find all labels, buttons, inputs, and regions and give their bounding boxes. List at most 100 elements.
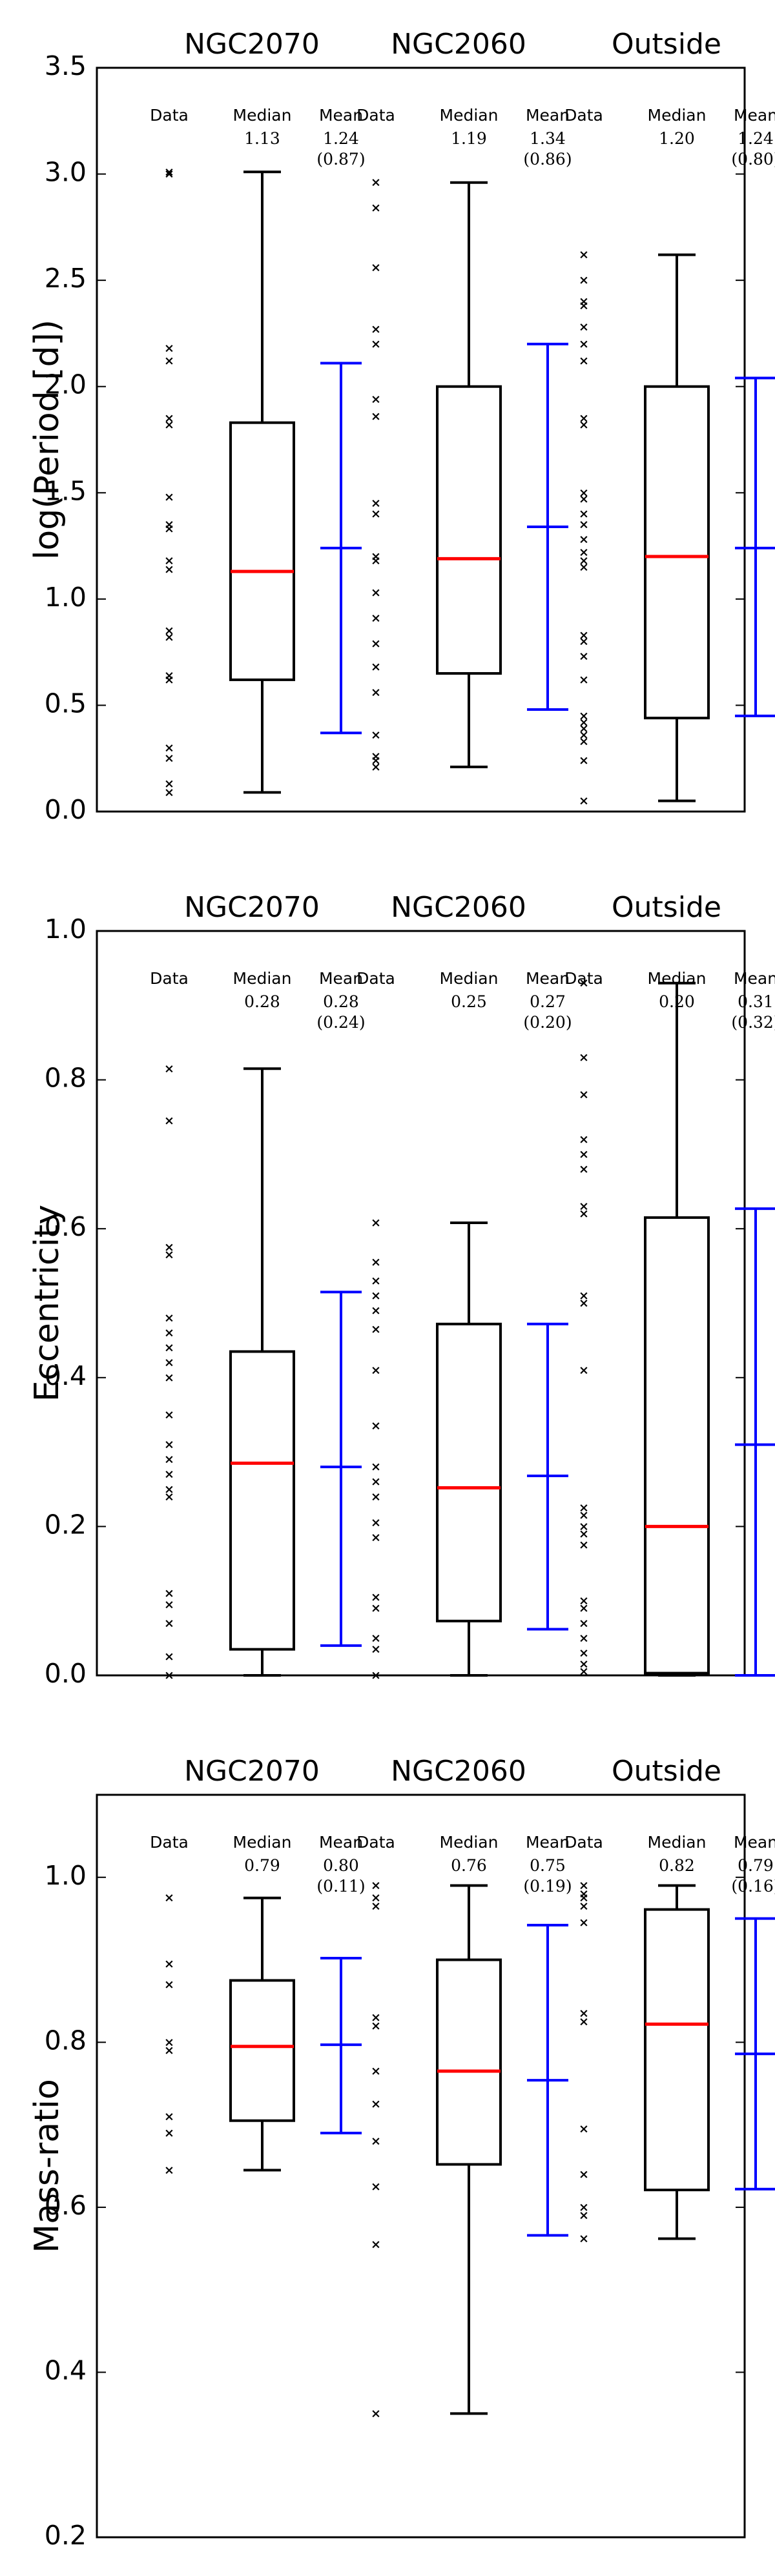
data-point-marker: × bbox=[371, 2237, 381, 2251]
data-point-marker: × bbox=[579, 1200, 589, 1214]
column-header-mean: Mean bbox=[734, 1833, 775, 1852]
data-point-marker: × bbox=[579, 492, 589, 506]
data-point-marker: × bbox=[579, 337, 589, 351]
std-dev-label: (0.20) bbox=[523, 1013, 572, 1032]
data-point-marker: × bbox=[579, 1664, 589, 1679]
data-point-marker: × bbox=[371, 760, 381, 774]
data-point-marker: × bbox=[164, 1957, 174, 1971]
group-outside: OutsideDataMedianMean1.201.24(0.80)×××××… bbox=[564, 28, 775, 808]
std-dev-label: (0.80) bbox=[731, 150, 775, 169]
group-outside: OutsideDataMedianMean0.820.79(0.16)×××××… bbox=[564, 1755, 775, 2245]
data-point-marker: × bbox=[371, 409, 381, 424]
data-point-marker: × bbox=[164, 777, 174, 791]
column-header-data: Data bbox=[564, 969, 603, 988]
data-point-marker: × bbox=[164, 1248, 174, 1262]
mean-value-label: 1.24 bbox=[323, 129, 359, 148]
column-header-median: Median bbox=[648, 1833, 707, 1852]
data-point-marker: × bbox=[371, 1631, 381, 1645]
data-point-marker: × bbox=[579, 1899, 589, 1914]
data-point-marker: × bbox=[579, 1916, 589, 1930]
data-point-marker: × bbox=[371, 1216, 381, 1230]
y-tick-label: 0.6 bbox=[45, 2190, 87, 2221]
data-point-marker: × bbox=[579, 2007, 589, 2021]
column-header-median: Median bbox=[233, 1833, 292, 1852]
data-point-marker: × bbox=[579, 1508, 589, 1522]
data-point-marker: × bbox=[579, 1538, 589, 1552]
data-point-marker: × bbox=[579, 248, 589, 262]
iqr-box bbox=[436, 385, 502, 675]
column-header-median: Median bbox=[233, 106, 292, 125]
std-dev-label: (0.32) bbox=[731, 1013, 775, 1032]
data-point-marker: × bbox=[164, 2163, 174, 2177]
data-point-marker: × bbox=[164, 1438, 174, 1452]
group-title: NGC2060 bbox=[391, 28, 526, 61]
column-header-mean: Mean bbox=[526, 106, 570, 125]
data-point-marker: × bbox=[371, 749, 381, 763]
data-point-marker: × bbox=[164, 1467, 174, 1482]
y-tick-label: 2.5 bbox=[45, 263, 87, 294]
data-point-marker: × bbox=[579, 1088, 589, 1102]
data-point-marker: × bbox=[371, 1891, 381, 1905]
data-point-marker: × bbox=[579, 673, 589, 687]
data-point-marker: × bbox=[371, 686, 381, 700]
data-point-marker: × bbox=[164, 751, 174, 766]
data-point-marker: × bbox=[579, 554, 589, 568]
median-value-label: 1.20 bbox=[659, 129, 695, 148]
column-header-median: Median bbox=[440, 969, 499, 988]
column-header-median: Median bbox=[648, 106, 707, 125]
column-header-mean: Mean bbox=[734, 969, 775, 988]
data-point-marker: × bbox=[579, 635, 589, 649]
data-point-marker: × bbox=[579, 354, 589, 368]
iqr-box bbox=[229, 1350, 295, 1651]
data-point-marker: × bbox=[371, 322, 381, 336]
data-point-marker: × bbox=[579, 1657, 589, 1671]
data-point-marker: × bbox=[164, 1311, 174, 1325]
std-dev-label: (0.11) bbox=[316, 1877, 365, 1896]
data-point-marker: × bbox=[371, 1489, 381, 1504]
column-header-mean: Mean bbox=[319, 106, 363, 125]
std-dev-label: (0.19) bbox=[523, 1877, 572, 1896]
y-tick-label: 0.2 bbox=[45, 2520, 87, 2551]
data-point-marker: × bbox=[164, 167, 174, 181]
column-header-mean: Mean bbox=[319, 969, 363, 988]
data-point-marker: × bbox=[164, 562, 174, 577]
data-point-marker: × bbox=[164, 785, 174, 799]
data-point-marker: × bbox=[371, 554, 381, 568]
data-point-marker: × bbox=[579, 1646, 589, 1660]
data-point-marker: × bbox=[371, 2010, 381, 2025]
group-title: NGC2070 bbox=[184, 28, 320, 61]
data-point-marker: × bbox=[579, 1886, 589, 1901]
data-point-marker: × bbox=[164, 1371, 174, 1385]
data-point-marker: × bbox=[371, 1363, 381, 1377]
data-point-marker: × bbox=[579, 794, 589, 808]
median-value-label: 0.25 bbox=[451, 992, 487, 1011]
iqr-box bbox=[436, 1322, 502, 1622]
axes-frame bbox=[96, 66, 746, 813]
data-point-marker: × bbox=[371, 2019, 381, 2033]
data-point-marker: × bbox=[371, 1303, 381, 1318]
std-dev-label: (0.24) bbox=[316, 1013, 365, 1032]
data-point-marker: × bbox=[579, 628, 589, 642]
data-point-marker: × bbox=[579, 1289, 589, 1303]
data-point-marker: × bbox=[164, 1489, 174, 1504]
iqr-box bbox=[644, 385, 710, 720]
data-point-marker: × bbox=[164, 518, 174, 532]
y-axis-label: Eccentricity bbox=[28, 1205, 67, 1402]
y-tick-label: 0.6 bbox=[45, 1211, 87, 1242]
data-point-marker: × bbox=[164, 2109, 174, 2123]
data-point-marker: × bbox=[164, 1114, 174, 1128]
data-point-marker: × bbox=[371, 201, 381, 215]
data-point-marker: × bbox=[371, 2097, 381, 2111]
data-point-marker: × bbox=[579, 411, 589, 425]
data-point-marker: × bbox=[164, 418, 174, 432]
iqr-box bbox=[644, 1908, 710, 2192]
median-value-label: 0.79 bbox=[244, 1856, 280, 1875]
column-header-data: Data bbox=[150, 1833, 189, 1852]
y-tick-label: 1.0 bbox=[45, 1860, 87, 1891]
data-point-marker: × bbox=[371, 1590, 381, 1604]
data-point-marker: × bbox=[164, 1978, 174, 1992]
median-value-label: 0.76 bbox=[451, 1856, 487, 1875]
y-tick-label: 0.8 bbox=[45, 1063, 87, 1094]
data-point-marker: × bbox=[371, 260, 381, 274]
